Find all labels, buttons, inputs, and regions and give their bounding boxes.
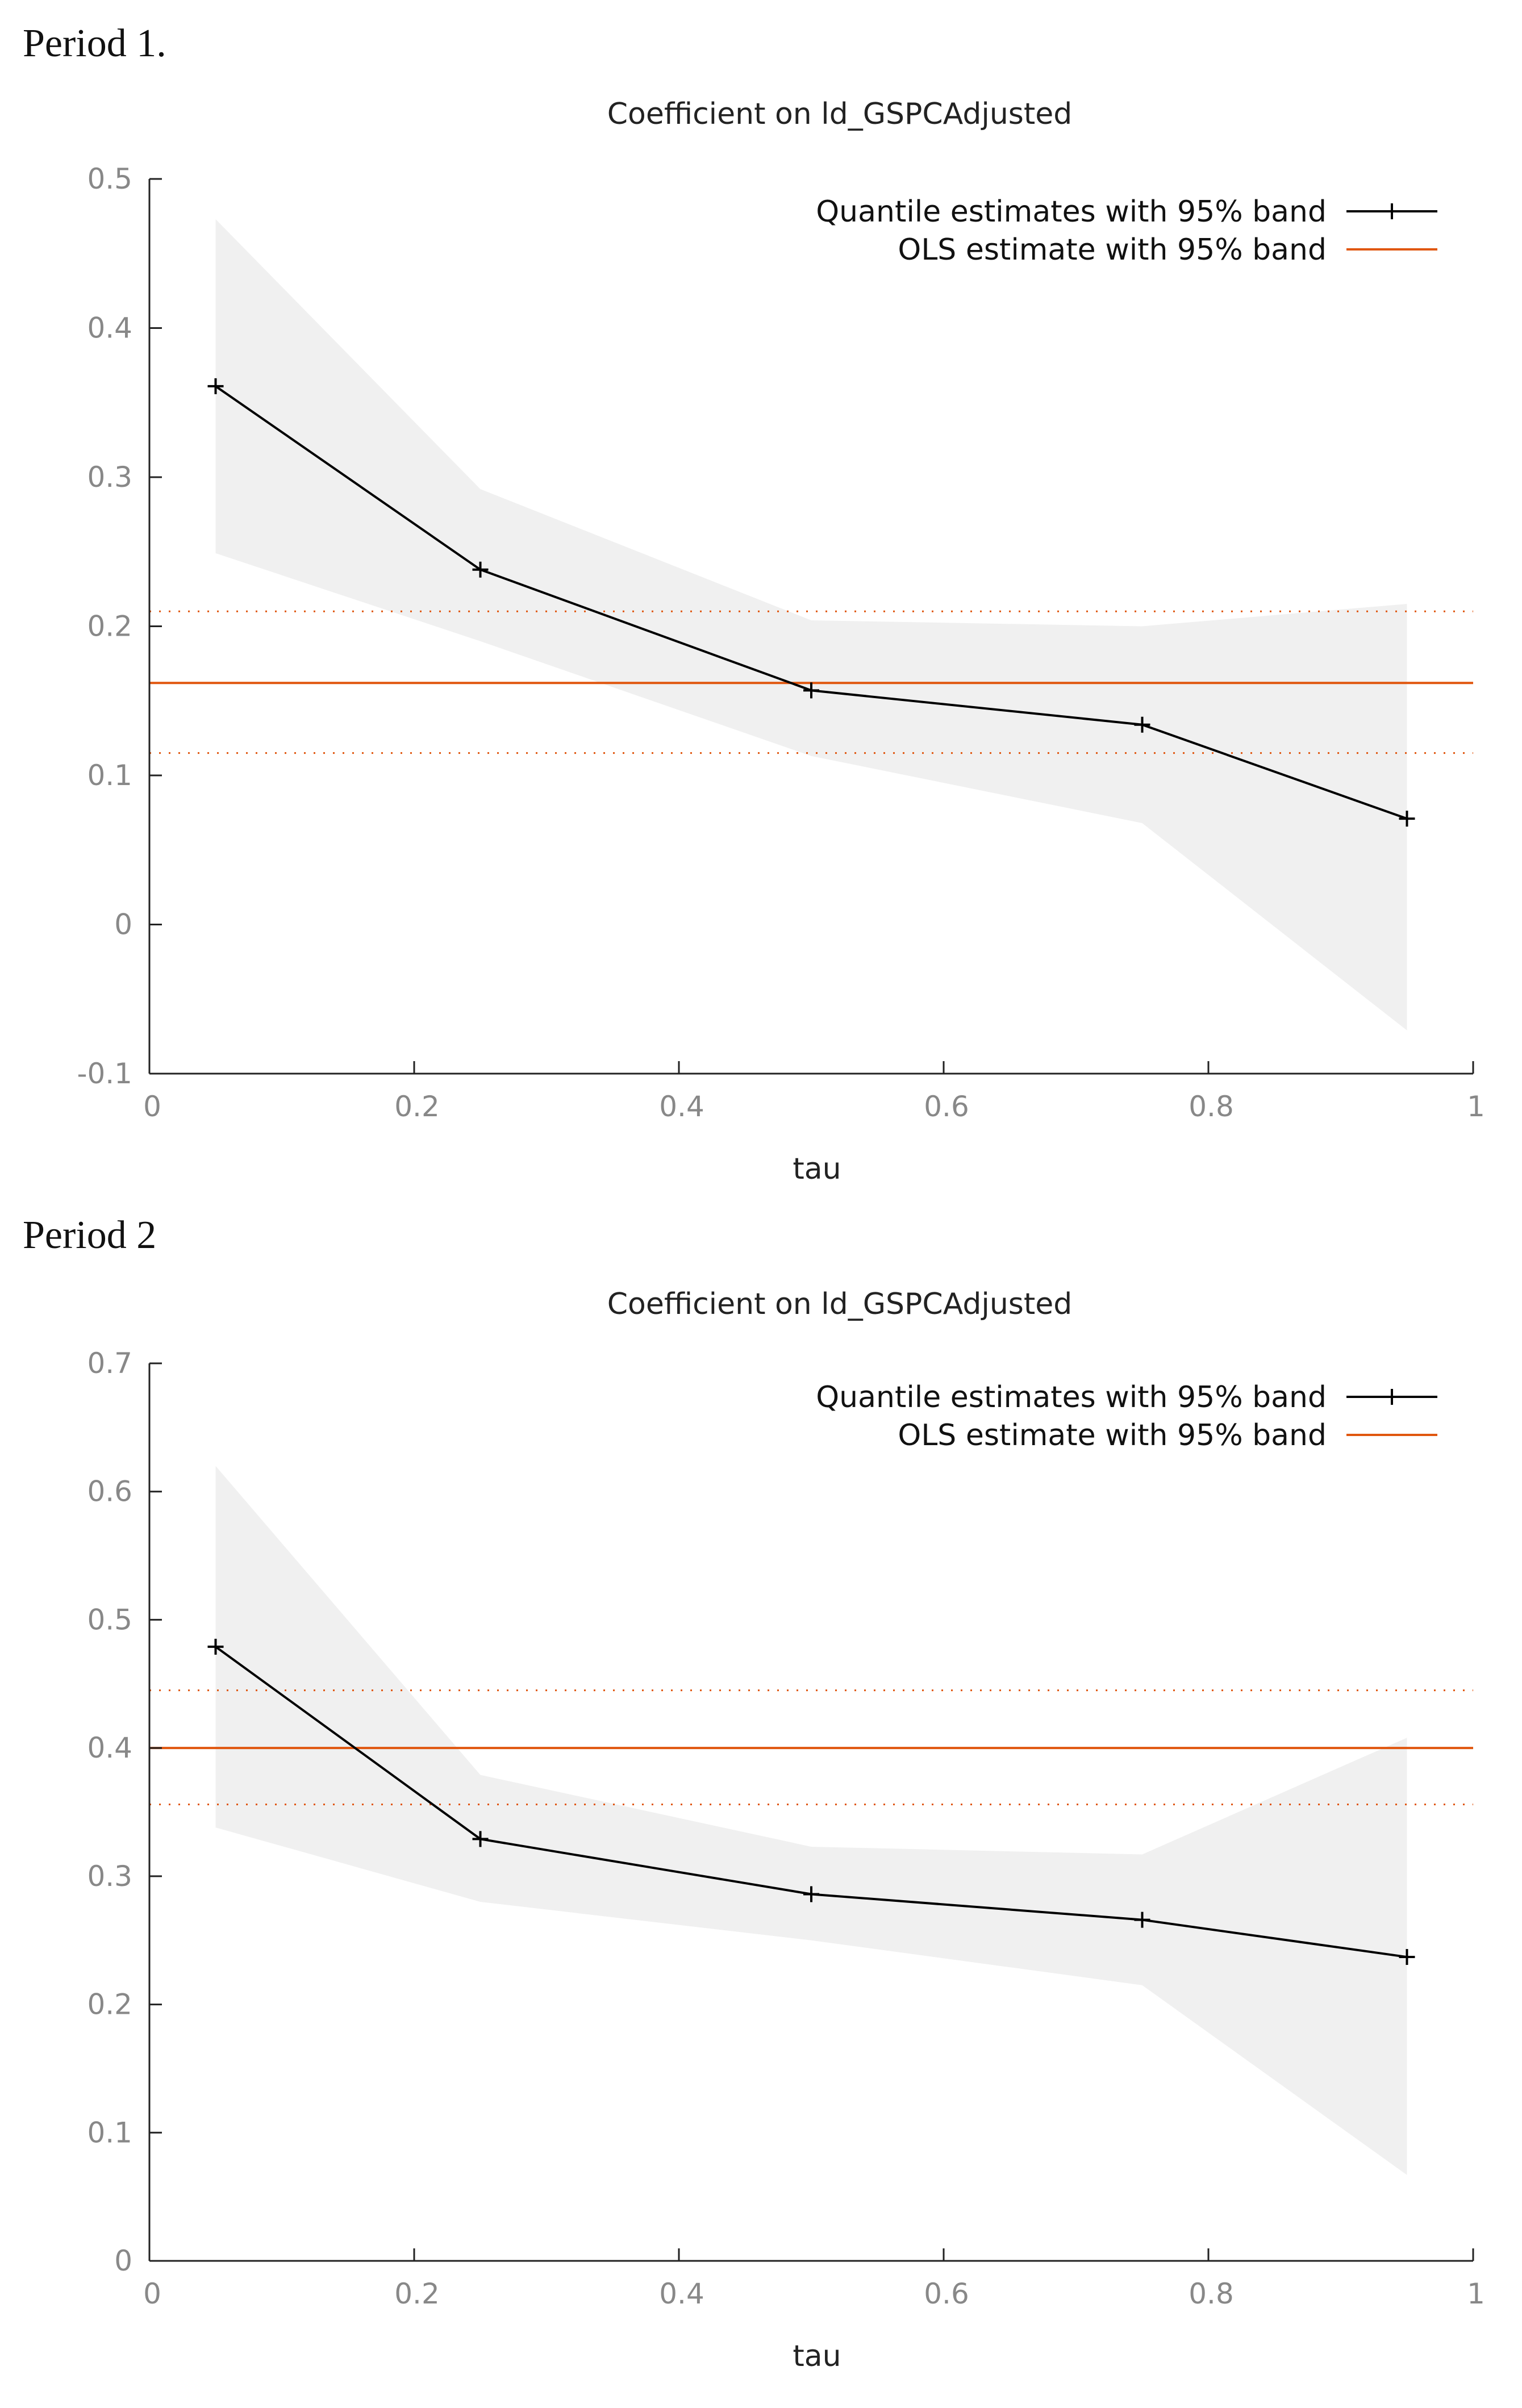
period-2-label: Period 2	[23, 1213, 157, 1257]
x-axis-label: tau	[793, 2339, 841, 2373]
y-tick-label: 0.2	[87, 1988, 132, 2021]
y-tick-label: 0.4	[87, 312, 132, 345]
y-tick-label: -0.1	[77, 1057, 132, 1090]
x-tick-label: 0.6	[924, 1090, 969, 1123]
legend-label-quantile: Quantile estimates with 95% band	[816, 195, 1327, 229]
quantile-confidence-band	[215, 219, 1407, 1030]
x-tick-label: 0.6	[924, 2277, 969, 2310]
x-tick-label: 0.4	[659, 1090, 704, 1123]
period-1-label: Period 1.	[23, 22, 166, 65]
x-tick-label: 1	[1467, 1090, 1485, 1123]
y-tick-label: 0.4	[87, 1731, 132, 1764]
x-tick-label: 0	[143, 2277, 161, 2310]
legend-label-ols: OLS estimate with 95% band	[898, 233, 1327, 267]
chart-title: Coefficient on ld_GSPCAdjusted	[607, 97, 1073, 131]
y-tick-label: 0.5	[87, 162, 132, 195]
quantile-point-marker	[1399, 1949, 1415, 1965]
x-tick-label: 1	[1467, 2277, 1485, 2310]
y-tick-label: 0.3	[87, 461, 132, 494]
chart-title: Coefficient on ld_GSPCAdjusted	[607, 1287, 1073, 1321]
chart-period-1: Coefficient on ld_GSPCAdjusted -0.1 0 0.1 0.…	[77, 97, 1485, 1182]
quantile-point-marker	[1134, 1912, 1150, 1928]
quantile-point-marker	[472, 1831, 489, 1847]
legend-label-quantile: Quantile estimates with 95% band	[816, 1380, 1327, 1414]
quantile-confidence-band	[215, 1466, 1407, 2175]
y-tick-label: 0	[114, 908, 132, 941]
quantile-point-marker	[1399, 811, 1415, 827]
quantile-point-marker	[472, 561, 489, 578]
y-tick-label: 0.5	[87, 1603, 132, 1636]
y-tick-label: 0.6	[87, 1475, 132, 1508]
quantile-point-marker	[207, 378, 224, 394]
x-axis-label: tau	[793, 1152, 841, 1182]
quantile-point-marker	[207, 1638, 224, 1655]
x-tick-label: 0.8	[1189, 1090, 1234, 1123]
x-tick-label: 0.4	[659, 2277, 704, 2310]
y-tick-label: 0.1	[87, 2116, 132, 2149]
quantile-point-marker	[803, 682, 819, 699]
legend-label-ols: OLS estimate with 95% band	[898, 1418, 1327, 1453]
quantile-point-marker	[803, 1886, 819, 1902]
chart-period-2: Coefficient on ld_GSPCAdjusted 0 0.1 0.2 0.3…	[87, 1287, 1485, 2373]
x-tick-label: 0.2	[394, 2277, 440, 2310]
x-tick-label: 0.8	[1189, 2277, 1234, 2310]
y-tick-label: 0.7	[87, 1347, 132, 1380]
y-tick-label: 0.2	[87, 610, 132, 643]
y-tick-label: 0.1	[87, 759, 132, 792]
x-tick-label: 0.2	[394, 1090, 440, 1123]
x-tick-label: 0	[143, 1090, 161, 1123]
quantile-point-marker	[1134, 716, 1150, 733]
y-tick-label: 0	[114, 2244, 132, 2277]
y-tick-label: 0.3	[87, 1860, 132, 1893]
